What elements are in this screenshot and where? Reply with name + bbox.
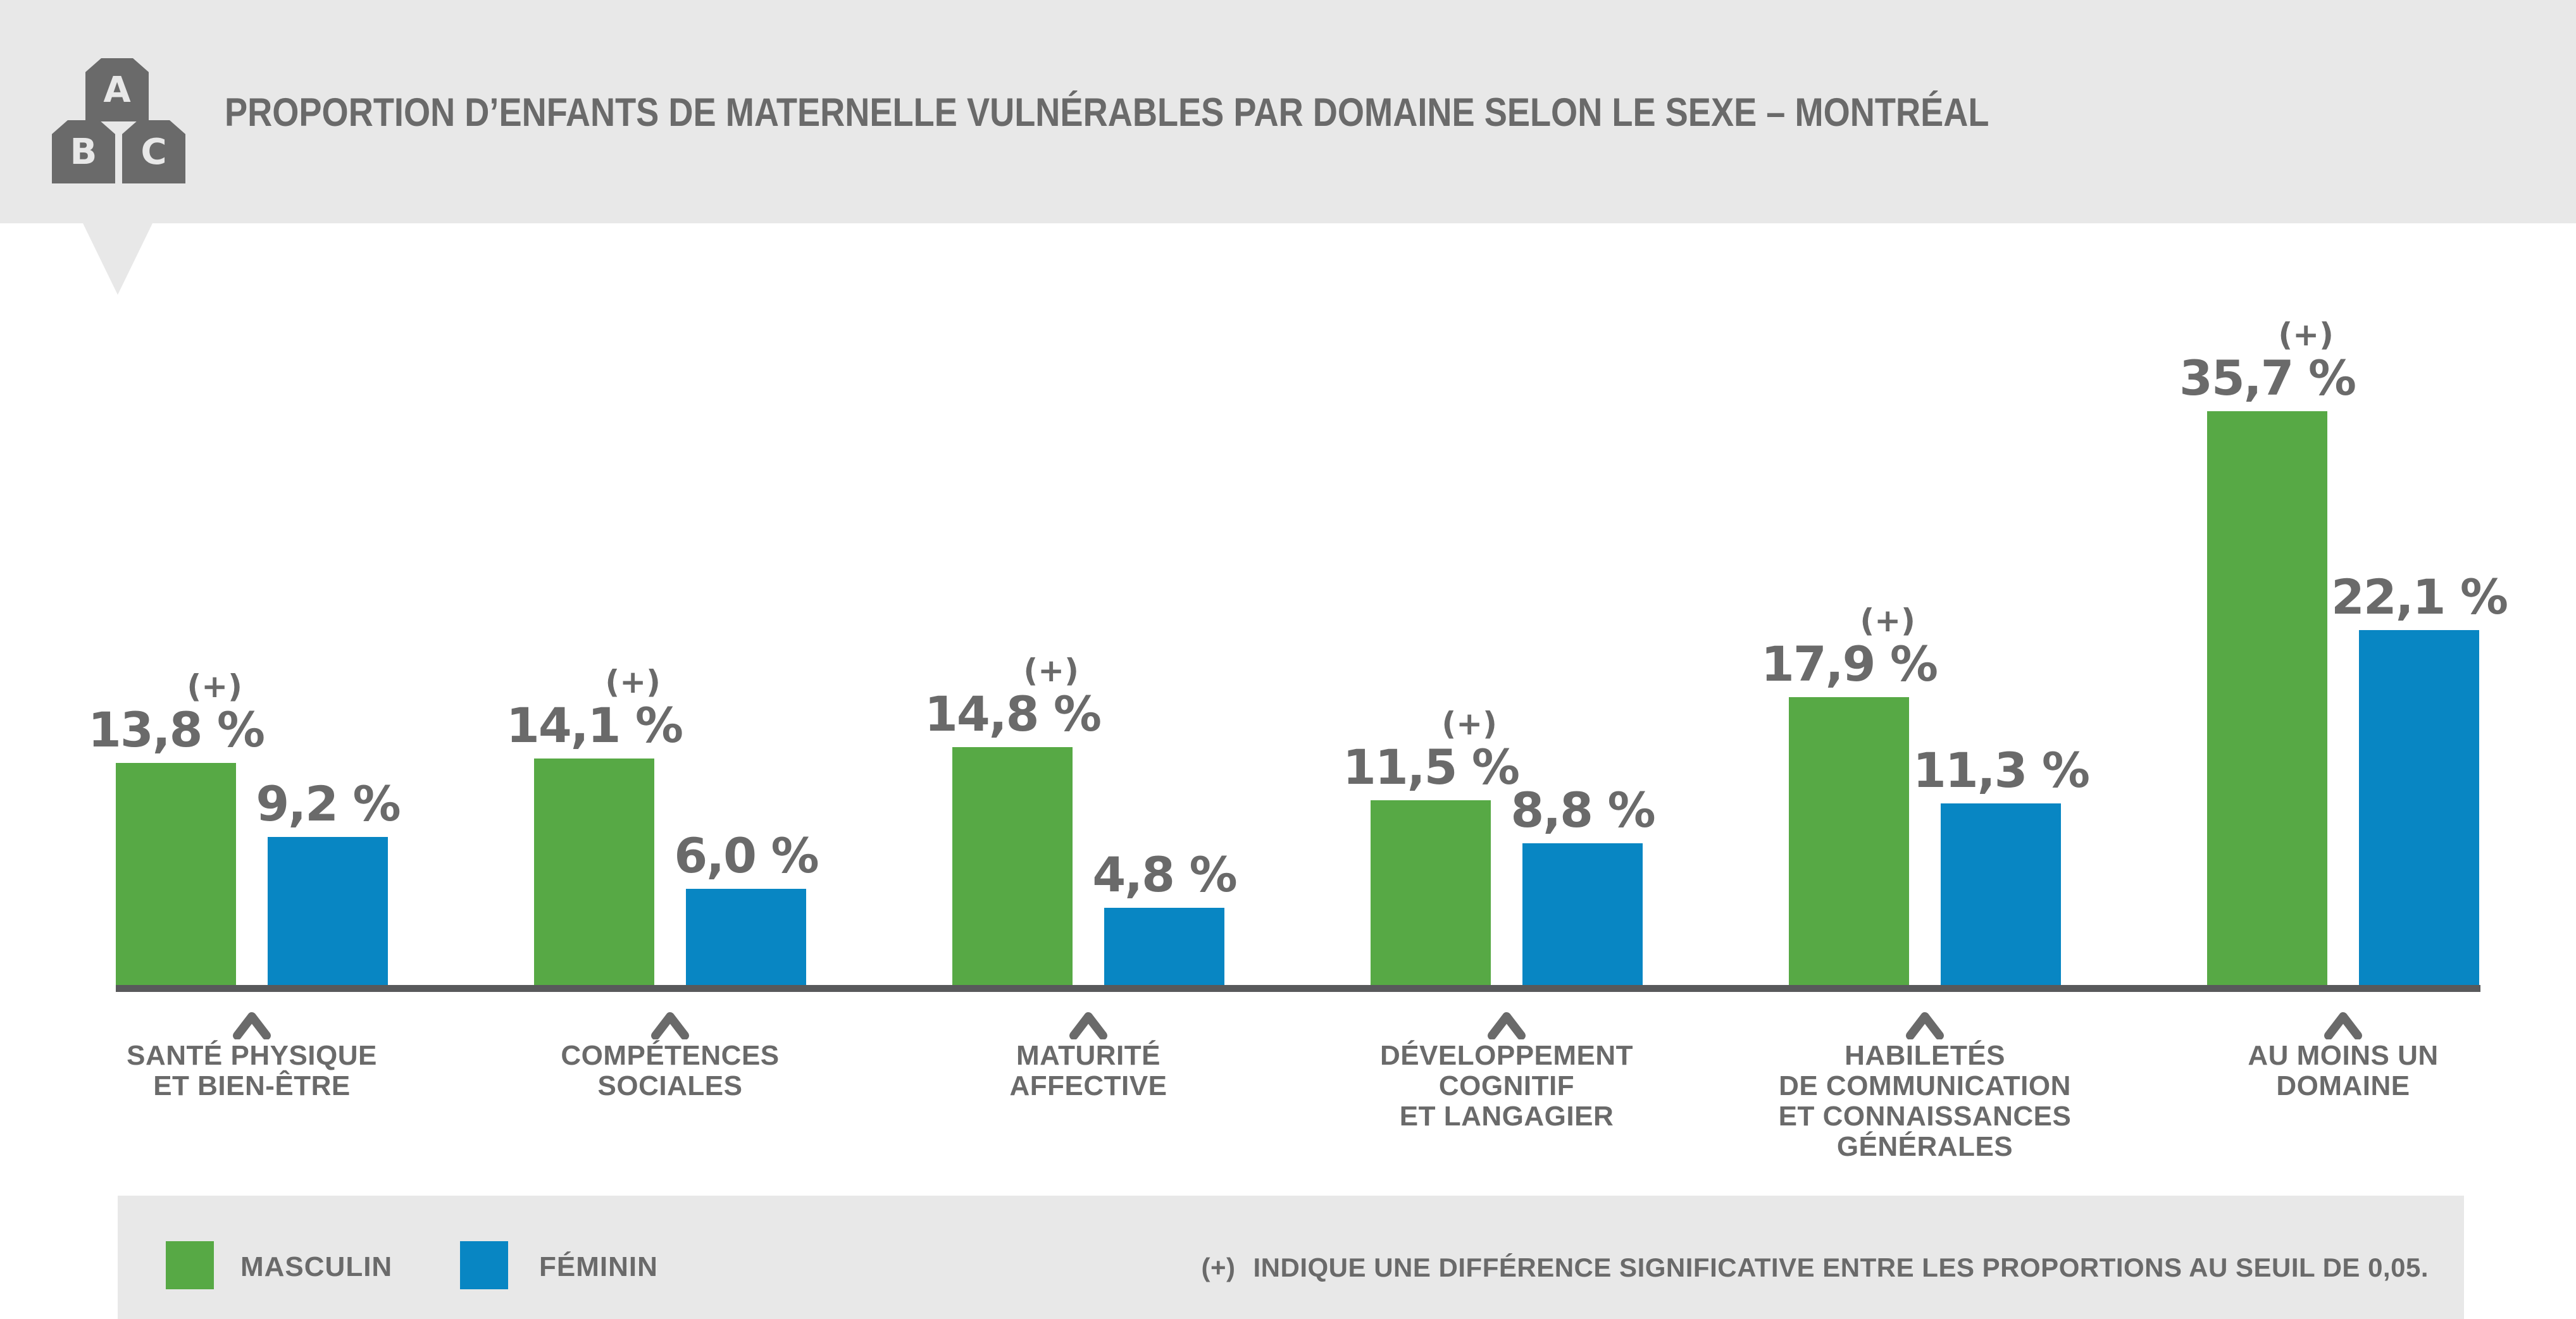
chevron-up-icon [651, 1012, 689, 1039]
legend-swatch-feminin [460, 1241, 508, 1289]
bar-feminin-4 [1941, 803, 2061, 985]
value-label-feminin-2: 4,8 % [1092, 846, 1237, 903]
significance-note-marker: (+) [1201, 1253, 1236, 1282]
significance-marker-2: (+) [1023, 652, 1079, 689]
category-label-4: HABILETÉS DE COMMUNICATION ET CONNAISSANCE… [1778, 1040, 2072, 1162]
value-label-masculin-4: 17,9 % [1760, 636, 1938, 692]
value-label-feminin-4: 11,3 % [1912, 742, 2090, 798]
category-label-5: AU MOINS UN DOMAINE [2248, 1040, 2439, 1101]
bar-feminin-3 [1522, 843, 1643, 985]
chevron-up-icon [1488, 1012, 1526, 1039]
category-label-0: SANTÉ PHYSIQUE ET BIEN-ÊTRE [127, 1040, 377, 1101]
significance-note-text: INDIQUE UNE DIFFÉRENCE SIGNIFICATIVE ENT… [1253, 1253, 2429, 1282]
value-label-feminin-5: 22,1 % [2330, 569, 2508, 625]
significance-marker-3: (+) [1441, 705, 1497, 742]
page-title: PROPORTION D’ENFANTS DE MATERNELLE VULNÉ… [225, 90, 1989, 135]
header-band [0, 0, 2576, 223]
value-label-masculin-0: 13,8 % [87, 702, 265, 758]
value-label-feminin-1: 6,0 % [674, 827, 819, 884]
value-label-feminin-3: 8,8 % [1510, 782, 1655, 838]
value-label-masculin-1: 14,1 % [506, 697, 683, 753]
legend-band [118, 1196, 2464, 1319]
category-label-1: COMPÉTENCES SOCIALES [561, 1040, 780, 1101]
abc-block-b: B [52, 120, 115, 183]
value-label-masculin-3: 11,5 % [1342, 739, 1520, 795]
significance-marker-0: (+) [187, 668, 242, 705]
chevron-up-icon [233, 1012, 271, 1039]
significance-marker-4: (+) [1860, 602, 1915, 639]
legend-swatch-masculin [166, 1241, 214, 1289]
bar-masculin-2 [952, 747, 1073, 985]
bar-masculin-0 [116, 763, 236, 985]
significance-marker-1: (+) [605, 664, 661, 700]
bar-masculin-1 [534, 759, 654, 985]
category-label-3: DÉVELOPPEMENT COGNITIF ET LANGAGIER [1379, 1040, 1634, 1132]
bar-feminin-5 [2359, 630, 2479, 985]
legend-label-masculin: MASCULIN [240, 1251, 393, 1282]
legend-label-feminin: FÉMININ [539, 1251, 658, 1282]
bar-masculin-3 [1371, 800, 1491, 985]
chevron-up-icon [1906, 1012, 1944, 1039]
bar-feminin-1 [686, 889, 806, 985]
category-label-2: MATURITÉ AFFECTIVE [1009, 1040, 1167, 1101]
significance-marker-5: (+) [2278, 316, 2334, 353]
bar-masculin-4 [1789, 697, 1909, 985]
value-label-feminin-0: 9,2 % [256, 776, 401, 832]
bar-masculin-5 [2207, 411, 2327, 985]
x-axis-line [116, 985, 2480, 992]
chevron-up-icon [1069, 1012, 1107, 1039]
header-pointer-triangle [83, 223, 152, 295]
abc-block-a: A [85, 58, 149, 121]
value-label-masculin-5: 35,7 % [2179, 350, 2356, 406]
significance-note: (+) INDIQUE UNE DIFFÉRENCE SIGNIFICATIVE … [1202, 1253, 2429, 1283]
bar-feminin-2 [1104, 908, 1224, 985]
value-label-masculin-2: 14,8 % [924, 686, 1102, 742]
bar-feminin-0 [268, 837, 388, 985]
abc-blocks-icon: A B C [52, 58, 188, 183]
abc-block-c: C [122, 120, 185, 183]
chevron-up-icon [2324, 1012, 2362, 1039]
